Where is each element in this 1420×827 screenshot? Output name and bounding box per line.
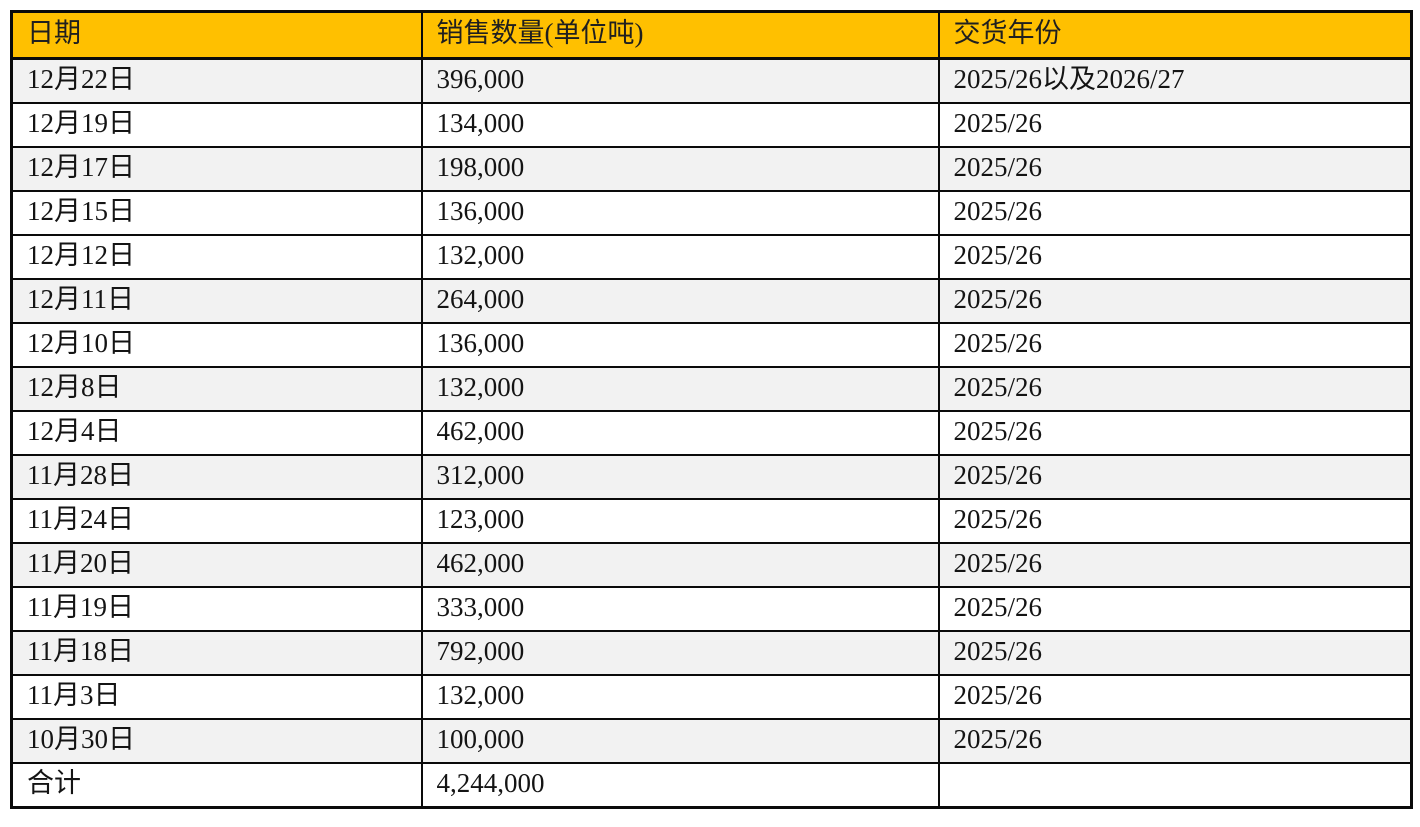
cell-quantity: 132,000: [420, 234, 940, 280]
table-row: 11月20日 462,000 2025/26: [10, 542, 1413, 588]
cell-date: 12月22日: [10, 57, 423, 104]
cell-date: 12月8日: [10, 366, 423, 412]
cell-delivery-year: 2025/26: [937, 410, 1413, 456]
cell-date: 12月17日: [10, 146, 423, 192]
cell-delivery-year: 2025/26: [937, 322, 1413, 368]
cell-date: 11月3日: [10, 674, 423, 720]
cell-date: 12月4日: [10, 410, 423, 456]
cell-date: 11月19日: [10, 586, 423, 632]
cell-date: 12月15日: [10, 190, 423, 236]
cell-quantity: 462,000: [420, 542, 940, 588]
cell-date: 11月28日: [10, 454, 423, 500]
cell-quantity: 396,000: [420, 57, 940, 104]
table-row: 11月18日 792,000 2025/26: [10, 630, 1413, 676]
cell-date: 12月12日: [10, 234, 423, 280]
cell-quantity: 312,000: [420, 454, 940, 500]
header-date: 日期: [10, 10, 423, 60]
table-row: 12月8日 132,000 2025/26: [10, 366, 1413, 412]
cell-delivery-year: [937, 762, 1413, 809]
cell-quantity: 134,000: [420, 102, 940, 148]
cell-delivery-year: 2025/26: [937, 102, 1413, 148]
cell-quantity: 132,000: [420, 366, 940, 412]
cell-delivery-year: 2025/26: [937, 498, 1413, 544]
table-row: 12月10日 136,000 2025/26: [10, 322, 1413, 368]
cell-date: 12月11日: [10, 278, 423, 324]
cell-quantity: 136,000: [420, 190, 940, 236]
cell-delivery-year: 2025/26: [937, 674, 1413, 720]
cell-delivery-year: 2025/26: [937, 630, 1413, 676]
cell-quantity: 100,000: [420, 718, 940, 764]
table-body: 12月22日 396,000 2025/26以及2026/27 12月19日 134,0…: [10, 57, 1413, 809]
table-row: 11月24日 123,000 2025/26: [10, 498, 1413, 544]
cell-quantity: 123,000: [420, 498, 940, 544]
cell-delivery-year: 2025/26: [937, 586, 1413, 632]
table-header-row: 日期 销售数量(单位吨) 交货年份: [10, 10, 1413, 60]
header-sales-quantity: 销售数量(单位吨): [420, 10, 940, 60]
cell-quantity: 198,000: [420, 146, 940, 192]
table-row: 12月22日 396,000 2025/26以及2026/27: [10, 57, 1413, 104]
cell-delivery-year: 2025/26: [937, 718, 1413, 764]
cell-date: 11月20日: [10, 542, 423, 588]
cell-date: 合计: [10, 762, 423, 809]
cell-delivery-year: 2025/26: [937, 234, 1413, 280]
table-row: 12月11日 264,000 2025/26: [10, 278, 1413, 324]
cell-delivery-year: 2025/26: [937, 542, 1413, 588]
cell-delivery-year: 2025/26: [937, 454, 1413, 500]
cell-quantity: 462,000: [420, 410, 940, 456]
cell-delivery-year: 2025/26: [937, 146, 1413, 192]
cell-delivery-year: 2025/26: [937, 366, 1413, 412]
sales-table: 日期 销售数量(单位吨) 交货年份 12月22日 396,000 2025/26以及…: [10, 10, 1413, 809]
cell-date: 11月24日: [10, 498, 423, 544]
table-row: 12月15日 136,000 2025/26: [10, 190, 1413, 236]
cell-quantity: 264,000: [420, 278, 940, 324]
cell-date: 11月18日: [10, 630, 423, 676]
cell-quantity: 333,000: [420, 586, 940, 632]
table-row: 12月19日 134,000 2025/26: [10, 102, 1413, 148]
table-row: 11月3日 132,000 2025/26: [10, 674, 1413, 720]
cell-date: 12月19日: [10, 102, 423, 148]
table-row: 10月30日 100,000 2025/26: [10, 718, 1413, 764]
table-row: 12月12日 132,000 2025/26: [10, 234, 1413, 280]
cell-quantity: 4,244,000: [420, 762, 940, 809]
table-row: 11月19日 333,000 2025/26: [10, 586, 1413, 632]
cell-delivery-year: 2025/26: [937, 190, 1413, 236]
cell-quantity: 792,000: [420, 630, 940, 676]
cell-date: 12月10日: [10, 322, 423, 368]
table-row: 12月17日 198,000 2025/26: [10, 146, 1413, 192]
header-delivery-year: 交货年份: [937, 10, 1413, 60]
cell-delivery-year: 2025/26: [937, 278, 1413, 324]
cell-date: 10月30日: [10, 718, 423, 764]
table-total-row: 合计 4,244,000: [10, 762, 1413, 809]
cell-delivery-year: 2025/26以及2026/27: [937, 57, 1413, 104]
table-row: 11月28日 312,000 2025/26: [10, 454, 1413, 500]
table-row: 12月4日 462,000 2025/26: [10, 410, 1413, 456]
cell-quantity: 132,000: [420, 674, 940, 720]
cell-quantity: 136,000: [420, 322, 940, 368]
